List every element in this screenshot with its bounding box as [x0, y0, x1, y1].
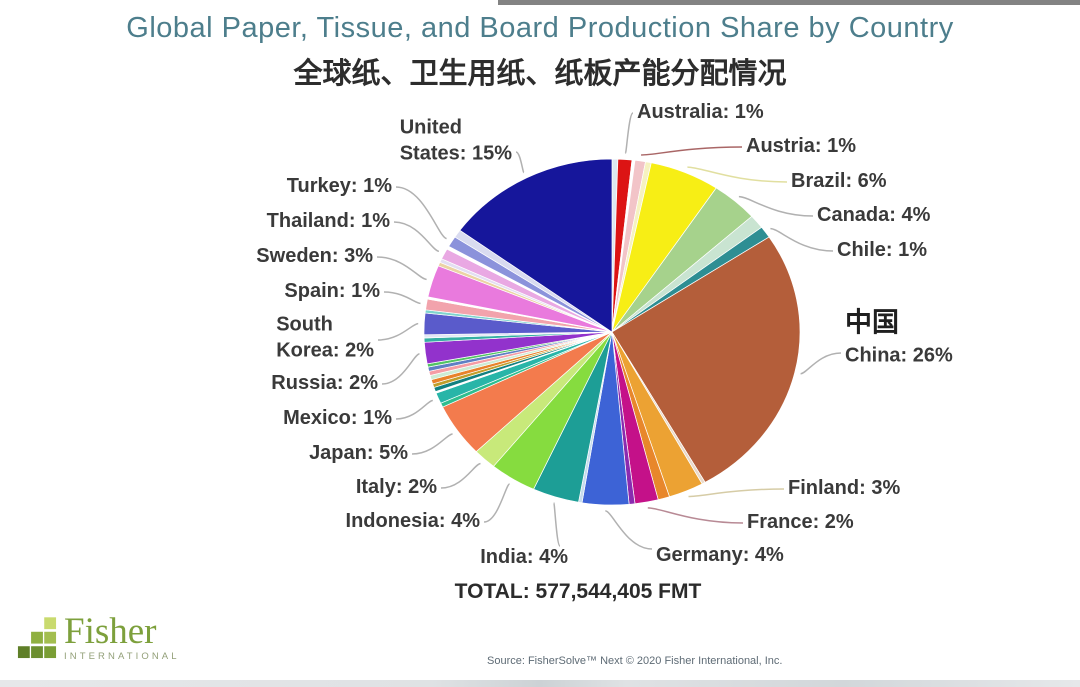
logo-subtext: INTERNATIONAL — [64, 651, 180, 663]
callout-line-russia — [381, 353, 420, 385]
total-label: TOTAL: 577,544,405 FMT — [454, 580, 702, 603]
pie-slices — [423, 158, 801, 506]
pie-label-line: States: 15% — [399, 142, 512, 164]
pie-label-japan: Japan: 5% — [309, 441, 408, 467]
fisher-logo: Fisher INTERNATIONAL — [16, 611, 180, 663]
pie-label-sweden: Sweden: 3% — [256, 244, 373, 270]
callout-line-chile — [770, 227, 834, 252]
pie-label-australia: Australia: 1% — [637, 100, 764, 126]
callout-line-finland — [688, 488, 785, 498]
pie-label-chile: Chile: 1% — [837, 238, 927, 264]
callout-line-sweden — [376, 256, 427, 281]
pie-label-russia: Russia: 2% — [271, 371, 378, 397]
pie-label-line: Turkey: 1% — [286, 175, 392, 198]
pie-label-canada: Canada: 4% — [817, 203, 930, 229]
callout-line-mexico — [395, 399, 434, 420]
pie-label-line: Chile: 1% — [837, 239, 928, 262]
pie-label-line: Brazil: 6% — [791, 170, 887, 193]
logo-wordmark: Fisher — [64, 611, 157, 652]
callout-line-austria — [641, 146, 743, 156]
pie-label-france: France: 2% — [747, 510, 854, 536]
callout-line-thailand — [393, 221, 440, 252]
chart-subtitle-chinese: 全球纸、卫生用纸、纸板产能分配情况 — [293, 58, 787, 90]
pie-slice-china — [611, 236, 801, 483]
pie-label-line: Canada: 4% — [817, 204, 931, 227]
callout-line-indonesia — [483, 483, 511, 523]
pie-label-thailand: Thailand: 1% — [267, 209, 390, 235]
callout-line-canada — [738, 195, 814, 217]
pie-label-line: Russia: 2% — [271, 372, 378, 395]
callout-line-australia — [624, 112, 634, 155]
pie-label-mexico: Mexico: 1% — [283, 406, 392, 432]
callout-line-india — [553, 502, 561, 547]
pie-label-line: Australia: 1% — [637, 101, 764, 124]
pie-label-line: China: 26% — [845, 343, 953, 366]
callout-line-spain — [383, 291, 421, 305]
pie-label-turkey: Turkey: 1% — [287, 174, 392, 200]
callout-line-japan — [411, 433, 453, 455]
pie-label-indonesia: Indonesia: 4% — [346, 509, 480, 535]
pie-label-line: Italy: 2% — [355, 476, 437, 499]
pie-label-line: Sweden: 3% — [256, 245, 373, 268]
pie-label-italy: Italy: 2% — [356, 475, 437, 501]
pie-label-line: Finland: 3% — [788, 477, 901, 500]
source-attribution: Source: FisherSolve™ Next © 2020 Fisher … — [487, 655, 783, 667]
pie-label-line: United — [399, 116, 462, 139]
pie-label-india: India: 4% — [480, 545, 568, 571]
pie-label-line: Germany: 4% — [656, 544, 784, 567]
pie-label-south-korea: South Korea: 2% — [276, 312, 374, 363]
callout-lines — [376, 112, 842, 550]
pie-label-line: 中国 — [845, 307, 899, 338]
callout-line-south-korea — [377, 322, 419, 341]
callout-line-italy — [440, 462, 481, 489]
pie-label-line: India: 4% — [480, 546, 568, 569]
pie-label-line: Japan: 5% — [309, 442, 408, 465]
callout-line-united-states — [515, 151, 525, 174]
photo-artifact-top-strip — [498, 0, 1080, 5]
pie-label-united-states: United States: 15% — [400, 115, 512, 166]
pie-label-line: South — [276, 313, 333, 336]
pie-label-line: Indonesia: 4% — [345, 510, 480, 533]
pie-label-germany: Germany: 4% — [656, 543, 784, 569]
callout-line-china — [800, 352, 842, 375]
pie-slice-united-states — [459, 158, 613, 333]
pie-label-finland: Finland: 3% — [788, 476, 900, 502]
pie-label-line: Mexico: 1% — [283, 407, 392, 430]
pie-label-line: France: 2% — [747, 511, 854, 534]
callout-line-brazil — [687, 166, 788, 183]
callout-line-germany — [604, 510, 653, 550]
chart-title: Global Paper, Tissue, and Board Producti… — [126, 12, 954, 44]
callout-line-turkey — [395, 186, 447, 240]
pie-label-brazil: Brazil: 6% — [791, 169, 887, 195]
pie-label-china: 中国 China: 26% — [845, 305, 953, 368]
pie-label-line: Spain: 1% — [284, 280, 380, 303]
pie-label-austria: Austria: 1% — [746, 134, 856, 160]
pie-label-line: Thailand: 1% — [266, 210, 390, 233]
pie-label-spain: Spain: 1% — [284, 279, 380, 305]
callout-line-france — [647, 507, 744, 524]
pie-label-line: Korea: 2% — [276, 339, 374, 361]
pie-label-line: Austria: 1% — [746, 135, 857, 158]
photo-artifact-bottom-strip — [0, 680, 1080, 687]
fisher-logo-blocks-icon — [17, 617, 57, 659]
